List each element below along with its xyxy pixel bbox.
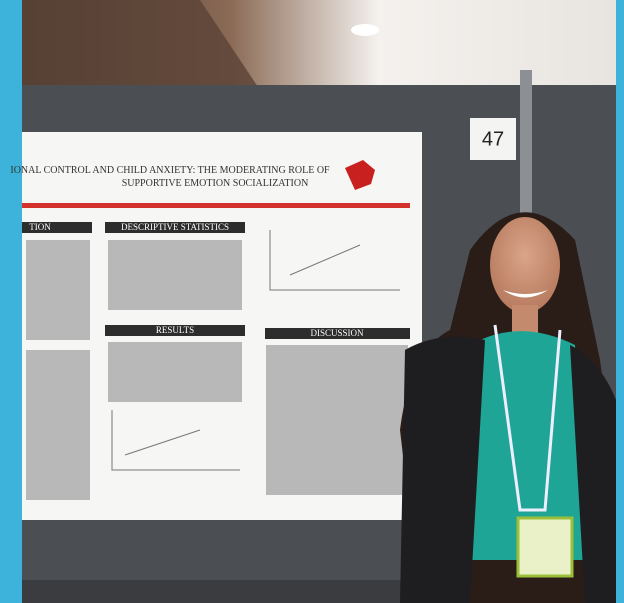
light xyxy=(351,24,379,36)
ceiling-beam xyxy=(22,0,260,100)
poster-title: SUPPORTIVE EMOTION SOCIALIZATION xyxy=(122,178,309,189)
section-title: DISCUSSION xyxy=(310,328,364,338)
section-title: TION xyxy=(29,222,51,232)
sign-number: 47 xyxy=(482,128,504,150)
poster-title: IONAL CONTROL AND CHILD ANXIETY: THE MOD… xyxy=(10,165,330,176)
poster-chart xyxy=(111,230,400,471)
section-header xyxy=(265,328,410,339)
jacket xyxy=(400,336,485,603)
section-title: RESULTS xyxy=(156,325,194,335)
section-header xyxy=(22,222,92,233)
sign xyxy=(470,118,516,160)
face xyxy=(490,217,560,313)
poster-rule xyxy=(22,203,410,208)
badge xyxy=(516,516,574,578)
section-header xyxy=(105,325,245,336)
poster-text xyxy=(26,240,408,500)
lanyard xyxy=(493,324,562,512)
blouse xyxy=(470,331,590,560)
neck xyxy=(512,305,538,335)
section-header xyxy=(105,222,245,233)
section-title: DESCRIPTIVE STATISTICS xyxy=(121,222,229,232)
jacket xyxy=(570,345,616,603)
smile xyxy=(503,290,548,298)
cardinal-logo xyxy=(345,160,375,190)
